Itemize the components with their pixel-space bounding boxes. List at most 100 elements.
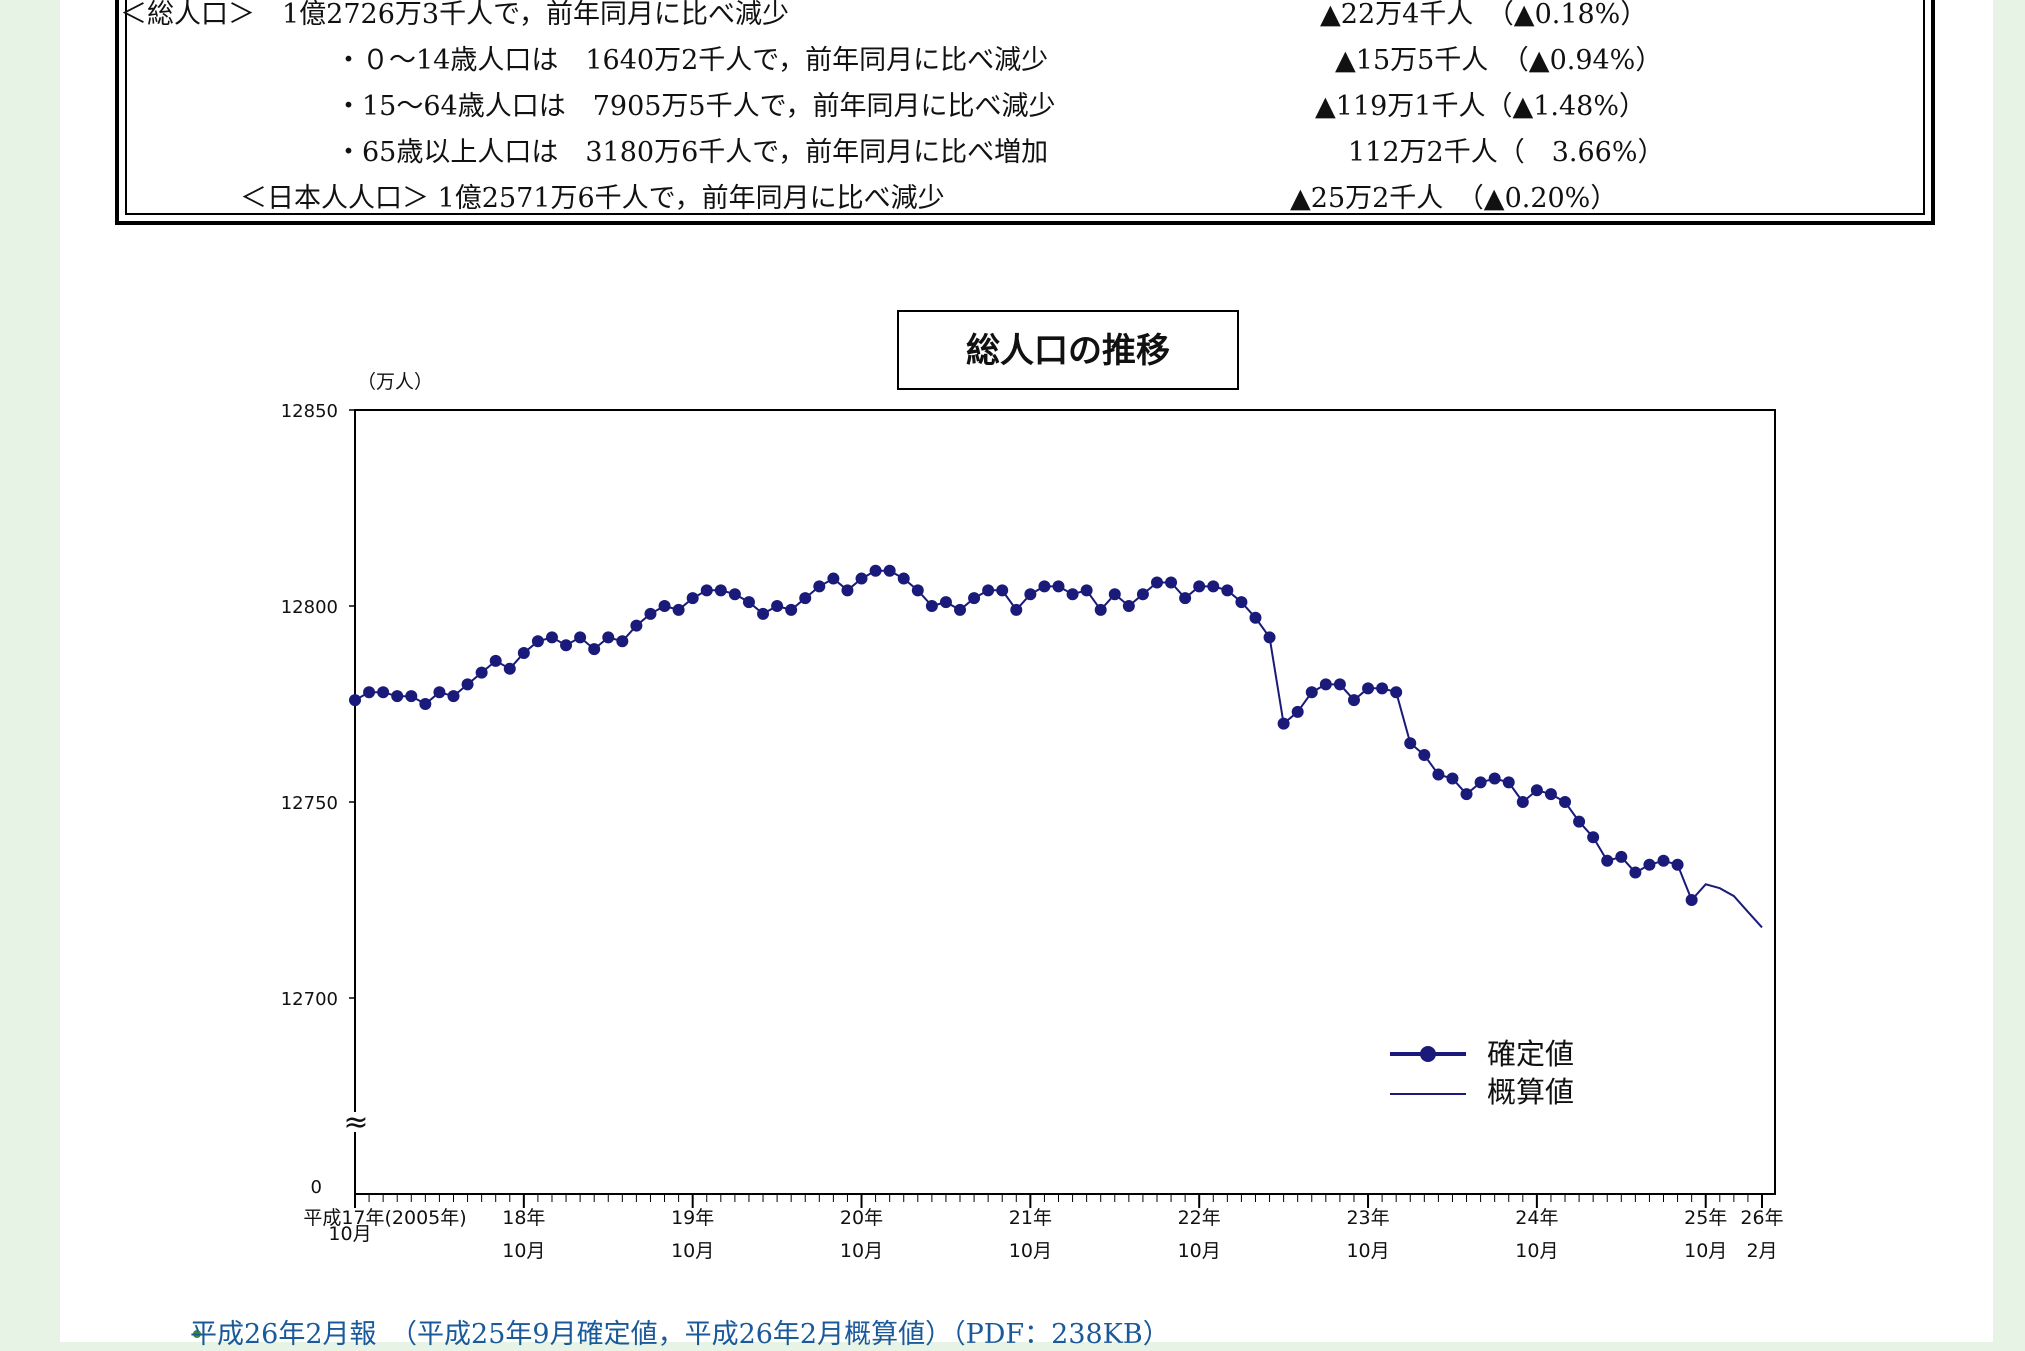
y-tick-label: 12850 (281, 401, 338, 422)
series-confirmed-point (1207, 580, 1220, 593)
series-confirmed-point (1235, 596, 1248, 609)
series-confirmed-point (785, 603, 798, 616)
y-tick-label: 12750 (281, 793, 338, 814)
summary-box-inner-border (125, 0, 1925, 215)
series-confirmed-point (1376, 682, 1389, 695)
series-confirmed-point (1108, 588, 1121, 601)
x-tick-month-label: 10月 (840, 1240, 883, 1262)
series-confirmed-point (545, 631, 558, 644)
series-confirmed-point (461, 678, 474, 691)
chart-title-box (897, 310, 1239, 390)
series-confirmed-point (742, 596, 755, 609)
x-tick-month-label: 10月 (1684, 1240, 1727, 1262)
series-confirmed-point (1291, 705, 1304, 718)
series-estimate-line (1690, 883, 1763, 929)
series-confirmed-point (799, 592, 812, 605)
x-tick-month-label: 10月 (1346, 1240, 1389, 1262)
link-bullet-icon (193, 1330, 201, 1338)
x-tick-year-label: 平成17年(2005年) (303, 1207, 466, 1229)
summary-age-15-64-change: ▲119万1千人（▲1.48%） (1315, 91, 1647, 122)
series-confirmed-point (1179, 592, 1192, 605)
series-confirmed-point (728, 588, 741, 601)
x-tick-year-label: 24年 (1515, 1207, 1558, 1229)
series-confirmed-point (1362, 682, 1375, 695)
series-confirmed-point (644, 607, 657, 620)
summary-age-65-plus-label: ・65歳以上人口は 3180万6千人で，前年同月に比べ増加 (335, 137, 1049, 168)
x-tick-month-label: 10月 (1009, 1240, 1052, 1262)
summary-age-15-64-label: ・15～64歳人口は 7905万5千人で，前年同月に比べ減少 (335, 91, 1056, 122)
series-confirmed-point (869, 564, 882, 577)
series-confirmed-point (377, 686, 390, 699)
x-tick-year-label: 19年 (671, 1207, 714, 1229)
series-confirmed-point (560, 639, 573, 652)
summary-age-0-14-label: ・０～14歳人口は 1640万2千人で，前年同月に比べ減少 (335, 45, 1049, 76)
series-confirmed-point (1122, 600, 1135, 612)
series-confirmed-point (1446, 772, 1459, 785)
series-confirmed-point (531, 635, 544, 648)
plot-area-frame (354, 409, 1776, 1195)
series-confirmed-point (391, 690, 404, 703)
x-tick-year-label: 25年 (1684, 1207, 1727, 1229)
x-tick-year-label: 20年 (840, 1207, 883, 1229)
summary-age-0-14-change: ▲15万5千人 （▲0.94%） (1335, 45, 1663, 76)
x-tick-month-label: 10月 (1515, 1240, 1558, 1262)
series-confirmed-point (982, 584, 995, 597)
series-confirmed-point (1165, 576, 1178, 589)
series-confirmed-point (602, 631, 615, 644)
series-confirmed-point (1305, 686, 1318, 699)
summary-japanese-change: ▲25万2千人 （▲0.20%） (1290, 183, 1618, 214)
series-confirmed-point (1094, 603, 1107, 616)
series-confirmed-point (1587, 831, 1600, 844)
series-confirmed-point (588, 643, 601, 656)
series-confirmed-point (1319, 678, 1332, 691)
series-confirmed-point (1573, 815, 1586, 828)
series-confirmed-point (349, 694, 361, 707)
series-confirmed-point (1066, 588, 1079, 601)
x-tick-month-label: 10月 (502, 1240, 545, 1262)
series-confirmed-point (433, 686, 446, 699)
series-confirmed-point (1671, 858, 1684, 871)
series-confirmed-point (419, 698, 432, 710)
series-confirmed-point (1136, 588, 1149, 601)
series-confirmed-point (1150, 576, 1163, 589)
series-confirmed-point (841, 584, 854, 597)
x-tick-year-label: 26年 (1740, 1207, 1783, 1229)
series-confirmed-point (658, 600, 671, 612)
series-confirmed-point (1615, 850, 1628, 863)
series-confirmed-point (1221, 584, 1234, 597)
summary-box (115, 0, 1935, 225)
chart-title: 総人口の推移 (966, 331, 1170, 371)
series-confirmed-point (757, 607, 770, 620)
series-confirmed-point (827, 572, 840, 585)
x-tick-year-label: 22年 (1178, 1207, 1221, 1229)
series-confirmed-point (447, 690, 460, 703)
series-confirmed-point (1249, 611, 1262, 624)
series-confirmed-point (954, 603, 967, 616)
series-confirmed-point (883, 564, 896, 577)
series-confirmed-point (1629, 866, 1642, 879)
summary-age-65-plus-change: 112万2千人（ 3.66%） (1348, 137, 1665, 168)
series-confirmed-point (1404, 737, 1417, 750)
axis-break-mask (338, 1112, 374, 1132)
pdf-report-link[interactable]: 平成26年2月報 （平成25年9月確定値，平成26年2月概算値）（PDF：238… (190, 1319, 1170, 1350)
series-confirmed-point (968, 592, 981, 605)
series-confirmed-point (1024, 588, 1037, 601)
series-confirmed-point (1010, 603, 1023, 616)
series-confirmed-point (1263, 631, 1276, 644)
series-confirmed-point (939, 596, 952, 609)
series-confirmed-point (363, 686, 376, 699)
series-confirmed-point (996, 584, 1009, 597)
series-confirmed-point (1460, 788, 1473, 801)
series-confirmed-point (1418, 748, 1431, 761)
series-confirmed-point (1347, 694, 1360, 707)
series-confirmed-point (475, 666, 488, 679)
series-confirmed-point (1193, 580, 1206, 593)
x-tick-month-label: 2月 (1746, 1240, 1777, 1262)
legend-confirmed-marker (1420, 1046, 1436, 1062)
series-confirmed-point (813, 580, 826, 593)
series-confirmed-point (405, 690, 418, 703)
legend-estimate-label: 概算値 (1487, 1075, 1574, 1109)
x-tick-month-label: 10月 (671, 1240, 714, 1262)
series-confirmed-point (1432, 768, 1445, 781)
